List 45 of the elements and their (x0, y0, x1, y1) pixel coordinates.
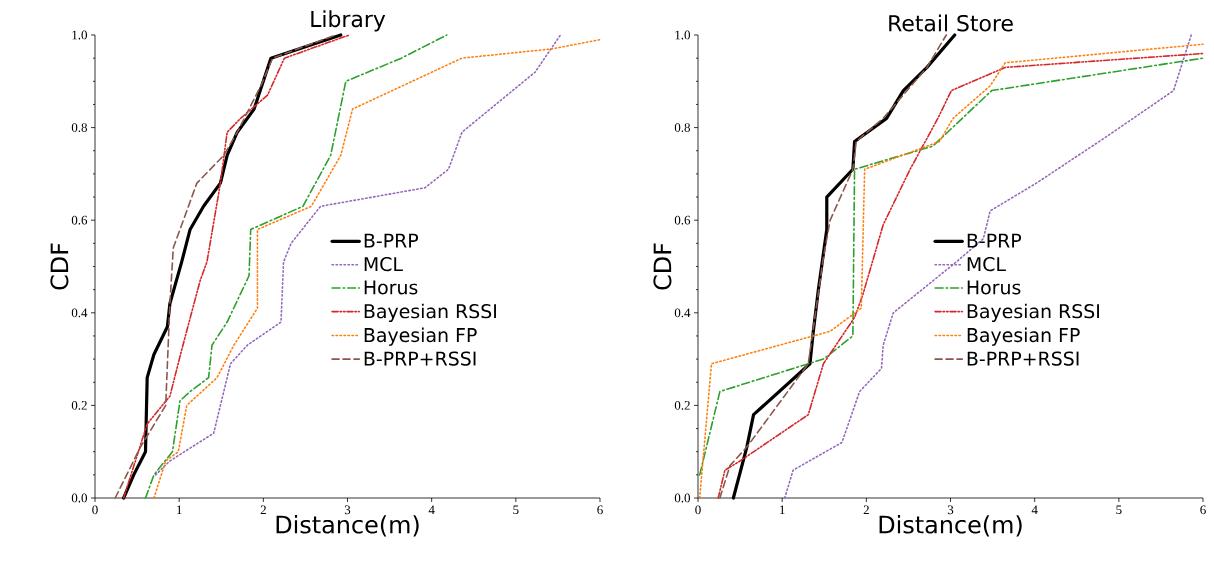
x-tick-label: 3 (947, 505, 954, 515)
x-tick-label: 1 (177, 505, 182, 515)
y-tick-label: 0.0 (674, 493, 691, 503)
y-tick-label: 0.0 (71, 493, 87, 503)
x-tick-label: 5 (1116, 505, 1122, 515)
legend-label: B-PRP (967, 233, 1022, 248)
legend-label: Bayesian FP (364, 327, 477, 346)
line-series (783, 34, 1193, 499)
legend-label: B-PRP+RSSI (364, 351, 476, 366)
x-tick-label: 5 (513, 505, 519, 515)
x-tick-label: 4 (1031, 505, 1038, 515)
legend-label: B-PRP+RSSI (967, 351, 1079, 366)
y-tick-label: 1.0 (72, 30, 87, 40)
x-tick-label: 1 (780, 505, 785, 515)
y-tick-label: 0.4 (71, 308, 88, 318)
y-axis-title: CDF (653, 243, 672, 290)
legend-label: Bayesian RSSI (364, 303, 496, 322)
x-tick-label: 6 (1200, 505, 1206, 515)
x-tick-label: 2 (260, 505, 266, 515)
x-tick-label: 2 (863, 505, 869, 515)
x-axis-title: Distance(m) (276, 515, 419, 537)
x-tick-label: 6 (597, 505, 603, 515)
legend-label: MCL (364, 256, 403, 272)
legend-label: Horus (967, 280, 1021, 295)
x-axis-title: Distance(m) (879, 515, 1022, 537)
chart-title: Library (311, 10, 386, 32)
y-axis-title: CDF (50, 243, 69, 290)
legend-label: B-PRP (364, 233, 419, 248)
legend-label: Bayesian RSSI (967, 303, 1099, 322)
x-tick-label: 0 (92, 505, 98, 515)
y-tick-label: 0.2 (674, 401, 690, 410)
x-tick-label: 4 (428, 505, 435, 515)
y-tick-label: 0.6 (674, 215, 691, 225)
legend-label: MCL (967, 256, 1006, 272)
chart-title: Retail Store (889, 14, 1013, 32)
x-tick-label: 3 (344, 505, 351, 515)
y-tick-label: 0.2 (71, 401, 87, 410)
x-tick-label: 0 (695, 505, 701, 515)
y-tick-label: 0.8 (71, 123, 87, 132)
y-tick-label: 0.8 (674, 123, 691, 132)
legend-label: Horus (364, 280, 418, 295)
y-tick-label: 0.6 (71, 215, 88, 225)
y-tick-label: 1.0 (675, 30, 691, 40)
legend-label: Bayesian FP (967, 327, 1080, 346)
y-tick-label: 0.4 (674, 308, 691, 318)
